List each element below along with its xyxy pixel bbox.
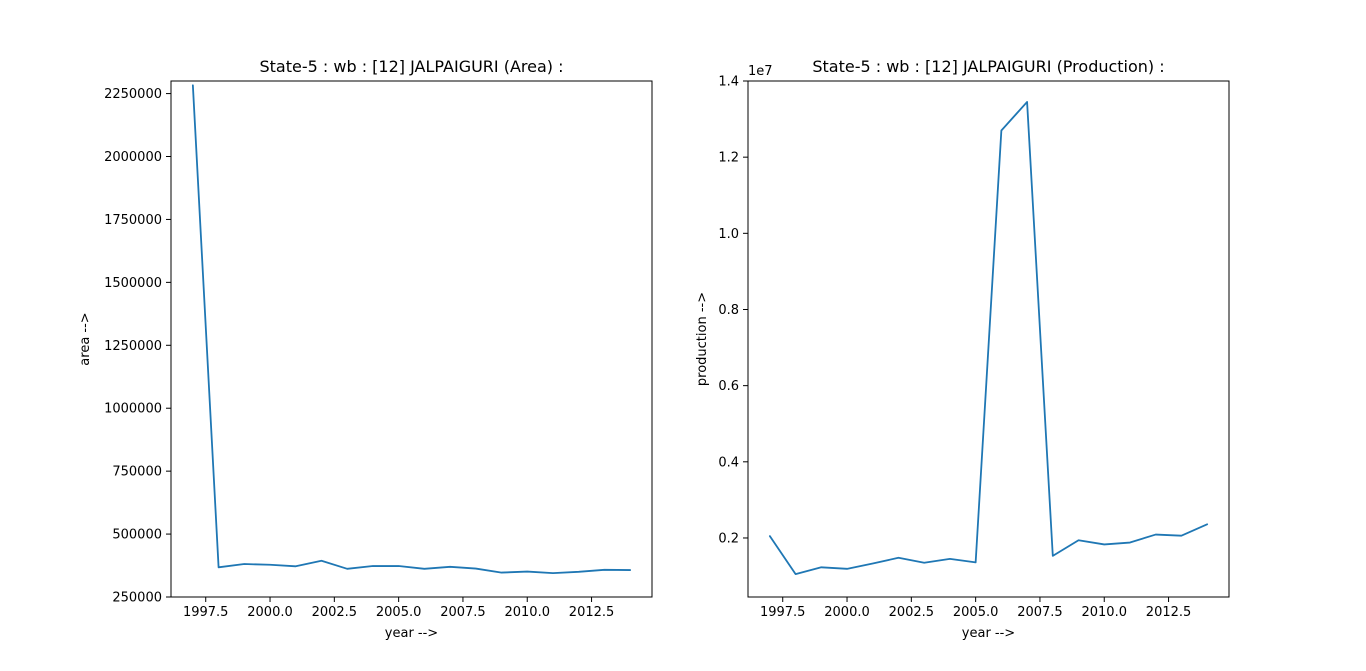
chart-panel-area: State-5 : wb : [12] JALPAIGURI (Area) : … [78, 57, 653, 641]
axes-frame-area [170, 80, 653, 598]
y-tick-label: 1.0 [718, 227, 739, 242]
x-tick-label: 2010.0 [504, 605, 550, 620]
x-tick-label: 2002.5 [312, 605, 358, 620]
chart-panel-production: State-5 : wb : [12] JALPAIGURI (Producti… [695, 57, 1230, 641]
series-line-area [191, 84, 632, 574]
y-tick-label: 1.4 [718, 75, 739, 90]
x-tick-label: 2005.0 [376, 605, 422, 620]
x-ticks-area: 1997.5 2000.0 2002.5 2005.0 2007.5 2010.0 2012… [183, 597, 614, 620]
y-tick-label: 0.2 [718, 531, 739, 546]
y-tick-label: 1.2 [718, 151, 739, 166]
series-line-production [768, 101, 1209, 576]
y-axis-label-production: production --> [695, 292, 710, 386]
y-tick-label: 500000 [112, 528, 162, 543]
y-tick-label: 750000 [112, 465, 162, 480]
x-tick-label: 2007.5 [440, 605, 486, 620]
x-tick-label: 2000.0 [824, 605, 870, 620]
y-ticks-production: 0.2 0.4 0.6 0.8 1.0 1.2 1.4 [718, 75, 748, 546]
y-offset-label-production: 1e7 [748, 64, 773, 79]
y-tick-label: 2000000 [104, 150, 162, 165]
x-tick-label: 1997.5 [183, 605, 229, 620]
x-axis-label-area: year --> [385, 626, 438, 641]
x-tick-label: 1997.5 [760, 605, 806, 620]
y-tick-label: 0.6 [718, 379, 739, 394]
chart-title-production: State-5 : wb : [12] JALPAIGURI (Producti… [812, 57, 1164, 76]
axes-frame-production [747, 80, 1230, 598]
x-tick-label: 2002.5 [889, 605, 935, 620]
x-tick-label: 2007.5 [1017, 605, 1063, 620]
x-axis-label-production: year --> [962, 626, 1015, 641]
y-axis-label-area: area --> [78, 312, 93, 365]
x-tick-label: 2010.0 [1081, 605, 1127, 620]
y-tick-label: 2250000 [104, 87, 162, 102]
y-tick-label: 1250000 [104, 339, 162, 354]
y-tick-label: 1000000 [104, 402, 162, 417]
x-tick-label: 2012.5 [1146, 605, 1192, 620]
y-tick-label: 250000 [112, 591, 162, 606]
x-tick-label: 2000.0 [247, 605, 293, 620]
x-tick-label: 2012.5 [569, 605, 615, 620]
x-tick-label: 2005.0 [953, 605, 999, 620]
y-tick-label: 0.8 [718, 303, 739, 318]
y-ticks-area: 250000 500000 750000 1000000 1250000 1500000 1… [104, 87, 171, 606]
y-tick-label: 0.4 [718, 455, 739, 470]
chart-title-area: State-5 : wb : [12] JALPAIGURI (Area) : [260, 57, 564, 76]
y-tick-label: 1750000 [104, 213, 162, 228]
x-ticks-production: 1997.5 2000.0 2002.5 2005.0 2007.5 2010.0 2012… [760, 597, 1191, 620]
y-tick-label: 1500000 [104, 276, 162, 291]
